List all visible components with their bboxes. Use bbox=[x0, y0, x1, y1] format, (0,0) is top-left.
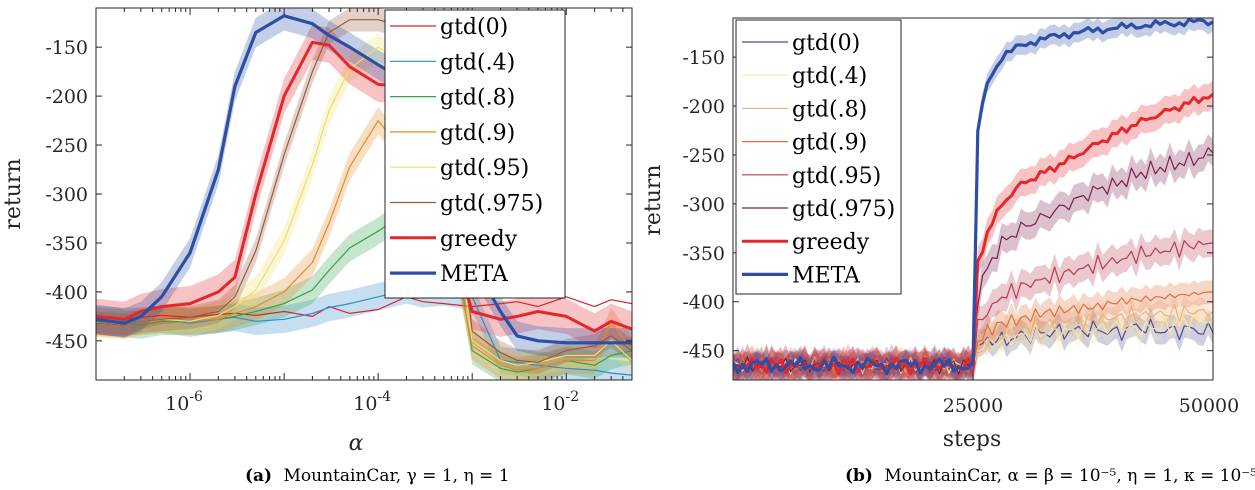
b-ytick-label: -150 bbox=[682, 47, 725, 69]
b-band-greedy bbox=[733, 80, 1213, 380]
a-ytick-label: -250 bbox=[45, 135, 88, 157]
a-legend-label-gtd-9: gtd(.9) bbox=[440, 121, 515, 146]
chart-a-caption: (a) MountainCar, γ = 1, η = 1 bbox=[245, 466, 510, 486]
b-ytick-label: -400 bbox=[682, 292, 725, 314]
a-line-gtd-0 bbox=[96, 296, 632, 320]
a-line-gtd-4 bbox=[96, 289, 632, 376]
a-xtick-label: 10-2 bbox=[541, 389, 579, 415]
b-legend-label-gtd-8: gtd(.8) bbox=[792, 97, 867, 122]
b-ytick-label: -350 bbox=[682, 243, 725, 265]
a-legend-label-gtd-4: gtd(.4) bbox=[440, 50, 515, 75]
chart-b-caption-text: MountainCar, α = β = 10⁻⁵, η = 1, κ = 10… bbox=[884, 466, 1255, 486]
a-legend-label-gtd-8: gtd(.8) bbox=[440, 86, 515, 111]
chart-b-ylabel: return bbox=[641, 164, 666, 235]
a-legend-label-greedy: greedy bbox=[440, 227, 518, 252]
chart-a-legend-box bbox=[384, 9, 566, 299]
b-ytick-label: -300 bbox=[682, 194, 725, 216]
chart-a: -150 -200 -250 -300 -350 -400 -450 10-6 10-4 10-2… bbox=[1, 7, 633, 486]
b-legend-label-gtd-9: gtd(.9) bbox=[792, 131, 867, 156]
chart-b-caption-label: (b) bbox=[845, 466, 873, 486]
a-xtick-label: 10-6 bbox=[165, 389, 203, 415]
chart-b: -150 -200 -250 -300 -350 -400 -450 25000 50000 g… bbox=[641, 17, 1255, 486]
chart-b-lines bbox=[733, 18, 1213, 376]
b-ytick-label: -450 bbox=[682, 341, 725, 363]
b-legend-label-gtd-95: gtd(.95) bbox=[792, 164, 881, 189]
b-band-gtd-95 bbox=[733, 226, 1213, 380]
a-ytick-label: -300 bbox=[45, 184, 88, 206]
chart-b-legend-box bbox=[735, 19, 902, 295]
chart-a-caption-text: MountainCar, γ = 1, η = 1 bbox=[284, 466, 510, 486]
b-legend-label-gtd-975: gtd(.975) bbox=[792, 197, 895, 222]
a-line-greedy bbox=[96, 40, 632, 333]
chart-b-legend: gtd(0) gtd(.4) gtd(.8) gtd(.9) gtd(.95) gtd(.… bbox=[735, 19, 902, 295]
a-line-meta bbox=[96, 14, 632, 345]
b-xtick-label: 50000 bbox=[1179, 395, 1239, 417]
a-legend-label-meta: META bbox=[440, 262, 509, 287]
b-legend-label-gtd-4: gtd(.4) bbox=[792, 64, 867, 89]
a-ytick-label: -150 bbox=[45, 37, 88, 59]
a-ytick-label: -450 bbox=[45, 331, 88, 353]
chart-b-axes: -150 -200 -250 -300 -350 -400 -450 25000 50000 bbox=[682, 17, 1239, 417]
chart-a-caption-label: (a) bbox=[245, 466, 272, 486]
a-ytick-label: -350 bbox=[45, 233, 88, 255]
chart-a-axes: -150 -200 -250 -300 -350 -400 -450 10-6 10-4 10-2 bbox=[45, 7, 633, 415]
a-line-gtd-975 bbox=[96, 19, 632, 363]
b-xtick-label: 25000 bbox=[943, 395, 1003, 417]
chart-a-ylabel: return bbox=[1, 158, 26, 229]
chart-a-legend: gtd(0) gtd(.4) gtd(.8) gtd(.9) gtd(.95) gtd(.… bbox=[384, 9, 566, 299]
a-xtick-label: 10-4 bbox=[353, 389, 391, 415]
a-band-greedy bbox=[96, 24, 632, 349]
b-line-meta bbox=[733, 18, 1213, 376]
b-legend-label-gtd-0: gtd(0) bbox=[792, 31, 860, 56]
b-legend-label-greedy: greedy bbox=[792, 230, 870, 255]
a-band-gtd-8 bbox=[96, 170, 632, 380]
b-ytick-label: -250 bbox=[682, 145, 725, 167]
a-line-gtd-95 bbox=[96, 46, 632, 366]
a-band-gtd-975 bbox=[96, 8, 632, 375]
b-legend-label-meta: META bbox=[792, 263, 861, 288]
a-ytick-label: -200 bbox=[45, 86, 88, 108]
chart-a-xlabel: α bbox=[349, 431, 364, 456]
chart-b-xlabel: steps bbox=[943, 427, 1002, 452]
a-band-gtd-95 bbox=[96, 33, 632, 379]
a-band-meta bbox=[96, 8, 632, 358]
chart-b-caption: (b) MountainCar, α = β = 10⁻⁵, η = 1, κ … bbox=[845, 466, 1255, 486]
a-legend-label-gtd-95: gtd(.95) bbox=[440, 156, 529, 181]
a-band-gtd-9 bbox=[96, 106, 632, 380]
a-legend-label-gtd-0: gtd(0) bbox=[440, 15, 508, 40]
b-ytick-label: -200 bbox=[682, 96, 725, 118]
chart-a-lines bbox=[96, 14, 632, 376]
b-band-gtd-975 bbox=[733, 134, 1213, 380]
a-ytick-label: -400 bbox=[45, 282, 88, 304]
b-band-gtd-9 bbox=[733, 280, 1213, 380]
a-legend-label-gtd-975: gtd(.975) bbox=[440, 192, 543, 217]
